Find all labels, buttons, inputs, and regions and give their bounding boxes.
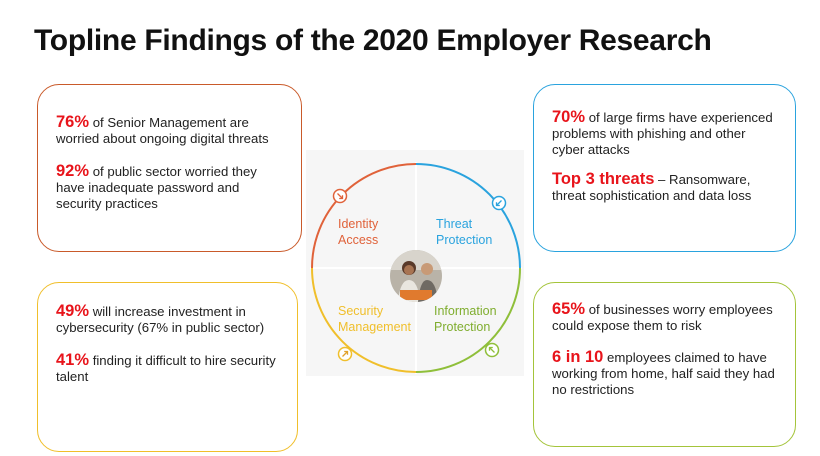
- arrow-up-left-icon: [484, 342, 500, 358]
- page-title: Topline Findings of the 2020 Employer Re…: [34, 24, 712, 57]
- finding-highlight: 76%: [56, 113, 90, 131]
- segment-label-line: Protection: [434, 320, 491, 334]
- people-photo-avatar: [390, 250, 442, 302]
- arrow-up-right-icon: [337, 346, 353, 362]
- finding-body: employees claimed to have working from h…: [552, 350, 775, 397]
- finding-text: Top 3 threats – Ransomware, threat sophi…: [552, 171, 777, 204]
- segment-label-line: Access: [338, 233, 379, 247]
- finding-highlight: 92%: [56, 162, 90, 180]
- finding-card-investment: 49% will increase investment in cybersec…: [37, 282, 298, 452]
- finding-text: 76% of Senior Management are worried abo…: [56, 114, 283, 147]
- finding-text: 92% of public sector worried they have i…: [56, 163, 283, 212]
- finding-highlight: 6 in 10: [552, 348, 604, 366]
- segment-label-security-management: Security Management: [338, 303, 411, 335]
- segment-label-line: Threat: [436, 217, 473, 231]
- segment-label-line: Management: [338, 320, 411, 334]
- arc-threat: [415, 163, 521, 269]
- finding-body: of large firms have experienced problems…: [552, 110, 773, 157]
- segment-label-line: Information: [434, 304, 497, 318]
- finding-body: – Ransomware, threat sophistication and …: [552, 172, 752, 203]
- finding-text: 6 in 10 employees claimed to have workin…: [552, 349, 777, 398]
- finding-card-employee-risk: 65% of businesses worry employees could …: [533, 282, 796, 447]
- finding-card-cyber-attacks: 70% of large firms have experienced prob…: [533, 84, 796, 252]
- finding-text: 49% will increase investment in cybersec…: [56, 303, 279, 336]
- finding-text: 41% finding it difficult to hire securit…: [56, 352, 279, 385]
- segment-label-identity-access: Identity Access: [338, 216, 378, 248]
- finding-highlight: 41%: [56, 351, 90, 369]
- finding-text: 70% of large firms have experienced prob…: [552, 109, 777, 158]
- finding-highlight: 70%: [552, 108, 586, 126]
- segment-label-line: Identity: [338, 217, 379, 231]
- arc-information: [415, 267, 521, 373]
- finding-highlight: Top 3 threats: [552, 170, 655, 188]
- finding-body: finding it difficult to hire security ta…: [56, 353, 276, 384]
- finding-body: of Senior Management are worried about o…: [56, 115, 269, 146]
- segment-label-line: Security: [338, 304, 384, 318]
- arrow-down-right-icon: [332, 188, 348, 204]
- arc-security: [311, 267, 417, 373]
- segment-label-information-protection: Information Protection: [434, 303, 497, 335]
- finding-highlight: 65%: [552, 300, 586, 318]
- finding-card-senior-management: 76% of Senior Management are worried abo…: [37, 84, 302, 252]
- finding-body: of businesses worry employees could expo…: [552, 302, 773, 333]
- arrow-down-left-icon: [491, 195, 507, 211]
- finding-text: 65% of businesses worry employees could …: [552, 301, 777, 334]
- finding-body: will increase investment in cybersecurit…: [56, 304, 265, 335]
- segment-label-line: Protection: [436, 233, 493, 247]
- segment-label-threat-protection: Threat Protection: [436, 216, 492, 248]
- finding-highlight: 49%: [56, 302, 90, 320]
- finding-body: of public sector worried they have inade…: [56, 164, 257, 211]
